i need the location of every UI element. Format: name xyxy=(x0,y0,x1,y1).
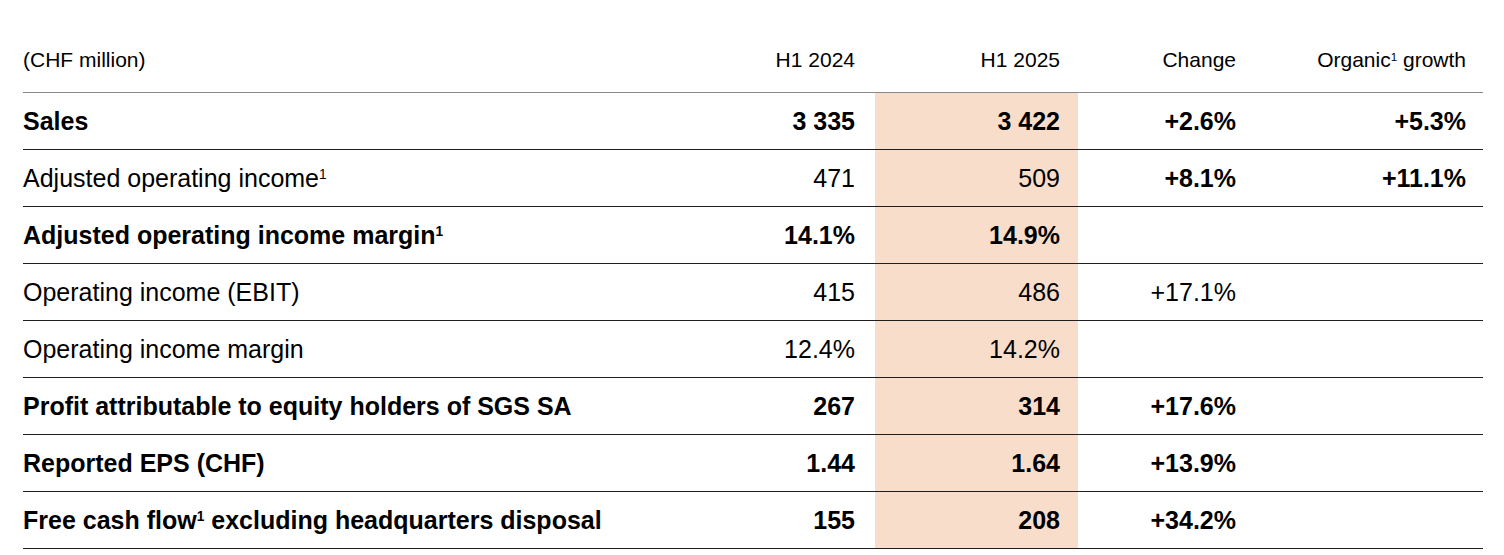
row-label-text: Free cash flow xyxy=(23,506,197,534)
value-h1-2024: 1.44 xyxy=(600,435,875,492)
table-row-operating-income-margin: Operating income margin 12.4% 14.2% xyxy=(23,321,1483,378)
value-organic-growth: +5.3% xyxy=(1238,93,1483,150)
row-label: Profit attributable to equity holders of… xyxy=(23,378,600,435)
value-h1-2025: 1.64 xyxy=(875,435,1078,492)
row-label-text: Operating income (EBIT) xyxy=(23,278,300,306)
column-header-h1-2025: H1 2025 xyxy=(875,0,1078,93)
row-label: Operating income (EBIT) xyxy=(23,264,600,321)
table-row-sales: Sales 3 335 3 422 +2.6% +5.3% xyxy=(23,93,1483,150)
value-change: +17.6% xyxy=(1078,378,1238,435)
table-row-free-cash-flow: Free cash flow1 excluding headquarters d… xyxy=(23,492,1483,549)
value-h1-2024: 155 xyxy=(600,492,875,549)
value-organic-growth xyxy=(1238,321,1483,378)
value-change: +13.9% xyxy=(1078,435,1238,492)
row-label-text: Reported EPS (CHF) xyxy=(23,449,265,477)
value-h1-2025: 509 xyxy=(875,150,1078,207)
table-row-adjusted-operating-income: Adjusted operating income1 471 509 +8.1%… xyxy=(23,150,1483,207)
value-organic-growth xyxy=(1238,264,1483,321)
value-organic-growth xyxy=(1238,207,1483,264)
value-h1-2024: 471 xyxy=(600,150,875,207)
value-h1-2024: 267 xyxy=(600,378,875,435)
value-h1-2024: 12.4% xyxy=(600,321,875,378)
row-label-text: Adjusted operating income margin xyxy=(23,221,436,249)
organic-label-text: Organic xyxy=(1317,48,1391,71)
row-label: Operating income margin xyxy=(23,321,600,378)
value-change xyxy=(1078,207,1238,264)
value-change: +8.1% xyxy=(1078,150,1238,207)
value-h1-2024: 415 xyxy=(600,264,875,321)
value-change xyxy=(1078,321,1238,378)
value-h1-2025: 486 xyxy=(875,264,1078,321)
table-row-reported-eps: Reported EPS (CHF) 1.44 1.64 +13.9% xyxy=(23,435,1483,492)
footnote-marker: 1 xyxy=(319,167,327,182)
value-h1-2025: 14.9% xyxy=(875,207,1078,264)
value-organic-growth xyxy=(1238,378,1483,435)
column-header-organic-growth: Organic1 growth xyxy=(1238,0,1483,93)
value-organic-growth xyxy=(1238,492,1483,549)
row-label-suffix: excluding headquarters disposal xyxy=(204,506,601,534)
value-organic-growth: +11.1% xyxy=(1238,150,1483,207)
value-h1-2024: 3 335 xyxy=(600,93,875,150)
row-label: Adjusted operating income margin1 xyxy=(23,207,600,264)
value-change: +34.2% xyxy=(1078,492,1238,549)
row-label: Reported EPS (CHF) xyxy=(23,435,600,492)
table-header: (CHF million) H1 2024 H1 2025 Change Org… xyxy=(23,0,1483,93)
table-row-profit-attributable: Profit attributable to equity holders of… xyxy=(23,378,1483,435)
row-label-text: Operating income margin xyxy=(23,335,304,363)
row-label-text: Profit attributable to equity holders of… xyxy=(23,392,572,420)
value-change: +2.6% xyxy=(1078,93,1238,150)
table-row-operating-income-ebit: Operating income (EBIT) 415 486 +17.1% xyxy=(23,264,1483,321)
row-label-text: Sales xyxy=(23,107,88,135)
value-h1-2025: 3 422 xyxy=(875,93,1078,150)
row-label: Adjusted operating income1 xyxy=(23,150,600,207)
value-h1-2025: 14.2% xyxy=(875,321,1078,378)
value-organic-growth xyxy=(1238,435,1483,492)
header-row: (CHF million) H1 2024 H1 2025 Change Org… xyxy=(23,0,1483,93)
row-label-text: Adjusted operating income xyxy=(23,164,319,192)
footnote-marker: 1 xyxy=(197,509,205,524)
column-header-change: Change xyxy=(1078,0,1238,93)
footnote-marker: 1 xyxy=(436,224,444,239)
table-body: Sales 3 335 3 422 +2.6% +5.3% Adjusted o… xyxy=(23,93,1483,549)
row-label: Free cash flow1 excluding headquarters d… xyxy=(23,492,600,549)
column-header-h1-2024: H1 2024 xyxy=(600,0,875,93)
row-label: Sales xyxy=(23,93,600,150)
organic-label-suffix: growth xyxy=(1397,48,1466,71)
value-h1-2024: 14.1% xyxy=(600,207,875,264)
value-h1-2025: 208 xyxy=(875,492,1078,549)
value-h1-2025: 314 xyxy=(875,378,1078,435)
financial-results-table: (CHF million) H1 2024 H1 2025 Change Org… xyxy=(23,0,1483,549)
value-change: +17.1% xyxy=(1078,264,1238,321)
organic-footnote-marker: 1 xyxy=(1391,51,1397,63)
column-header-unit: (CHF million) xyxy=(23,0,600,93)
table-row-adjusted-operating-income-margin: Adjusted operating income margin1 14.1% … xyxy=(23,207,1483,264)
